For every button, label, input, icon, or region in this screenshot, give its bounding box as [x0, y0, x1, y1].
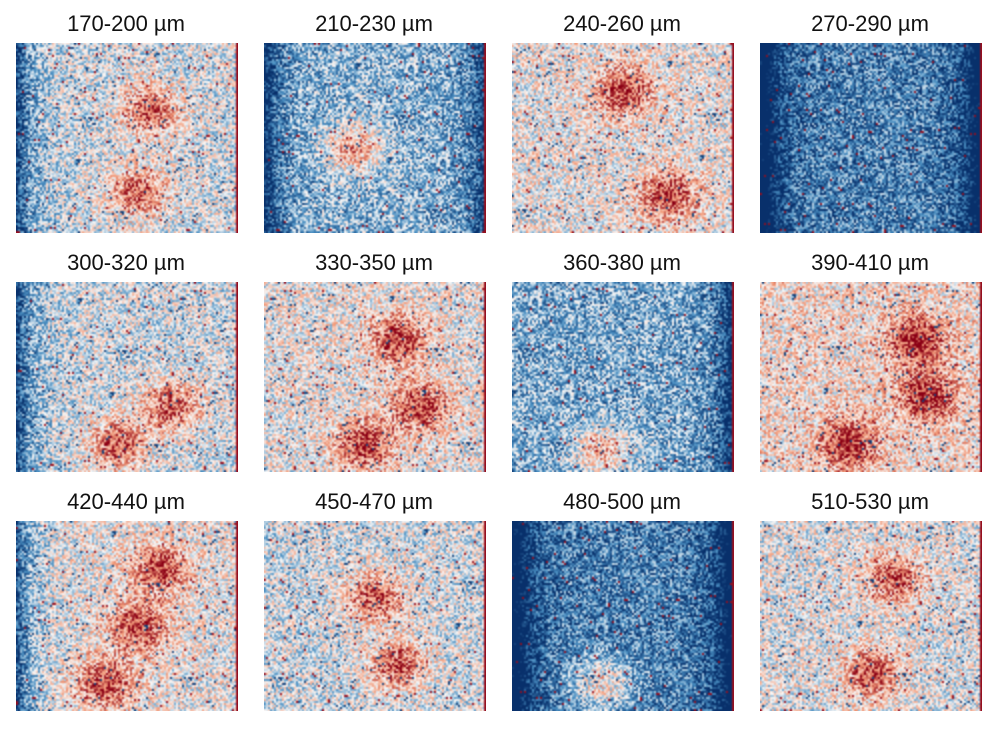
heatmap-panel: 300-320 µm — [10, 249, 242, 479]
panel-depth-label: 270-290 µm — [811, 11, 929, 36]
heatmap-panel: 210-230 µm — [258, 10, 490, 240]
heatmap-panel: 240-260 µm — [506, 10, 738, 240]
panel-depth-label: 450-470 µm — [315, 489, 433, 514]
panel-depth-label: 240-260 µm — [563, 11, 681, 36]
heatmap-image — [760, 43, 982, 233]
heatmap-panel: 420-440 µm — [10, 488, 242, 718]
heatmap-panel: 390-410 µm — [754, 249, 986, 479]
heatmap-image — [264, 521, 486, 711]
heatmap-image — [16, 521, 238, 711]
panel-depth-label: 510-530 µm — [811, 489, 929, 514]
heatmap-image — [512, 521, 734, 711]
heatmap-panel: 360-380 µm — [506, 249, 738, 479]
panel-depth-label: 210-230 µm — [315, 11, 433, 36]
heatmap-image — [512, 43, 734, 233]
heatmap-image — [760, 282, 982, 472]
heatmap-panel: 170-200 µm — [10, 10, 242, 240]
heatmap-panel: 330-350 µm — [258, 249, 490, 479]
panel-depth-label: 360-380 µm — [563, 250, 681, 275]
heatmap-image — [16, 282, 238, 472]
panel-depth-label: 330-350 µm — [315, 250, 433, 275]
heatmap-image — [264, 282, 486, 472]
panel-depth-label: 170-200 µm — [67, 11, 185, 36]
heatmap-panel: 480-500 µm — [506, 488, 738, 718]
heatmap-image — [16, 43, 238, 233]
heatmap-image — [512, 282, 734, 472]
panel-depth-label: 300-320 µm — [67, 250, 185, 275]
heatmap-panel: 270-290 µm — [754, 10, 986, 240]
panel-depth-label: 480-500 µm — [563, 489, 681, 514]
panel-depth-label: 420-440 µm — [67, 489, 185, 514]
panel-depth-label: 390-410 µm — [811, 250, 929, 275]
heatmap-image — [264, 43, 486, 233]
heatmap-image — [760, 521, 982, 711]
heatmap-panel: 510-530 µm — [754, 488, 986, 718]
heatmap-panel: 450-470 µm — [258, 488, 490, 718]
